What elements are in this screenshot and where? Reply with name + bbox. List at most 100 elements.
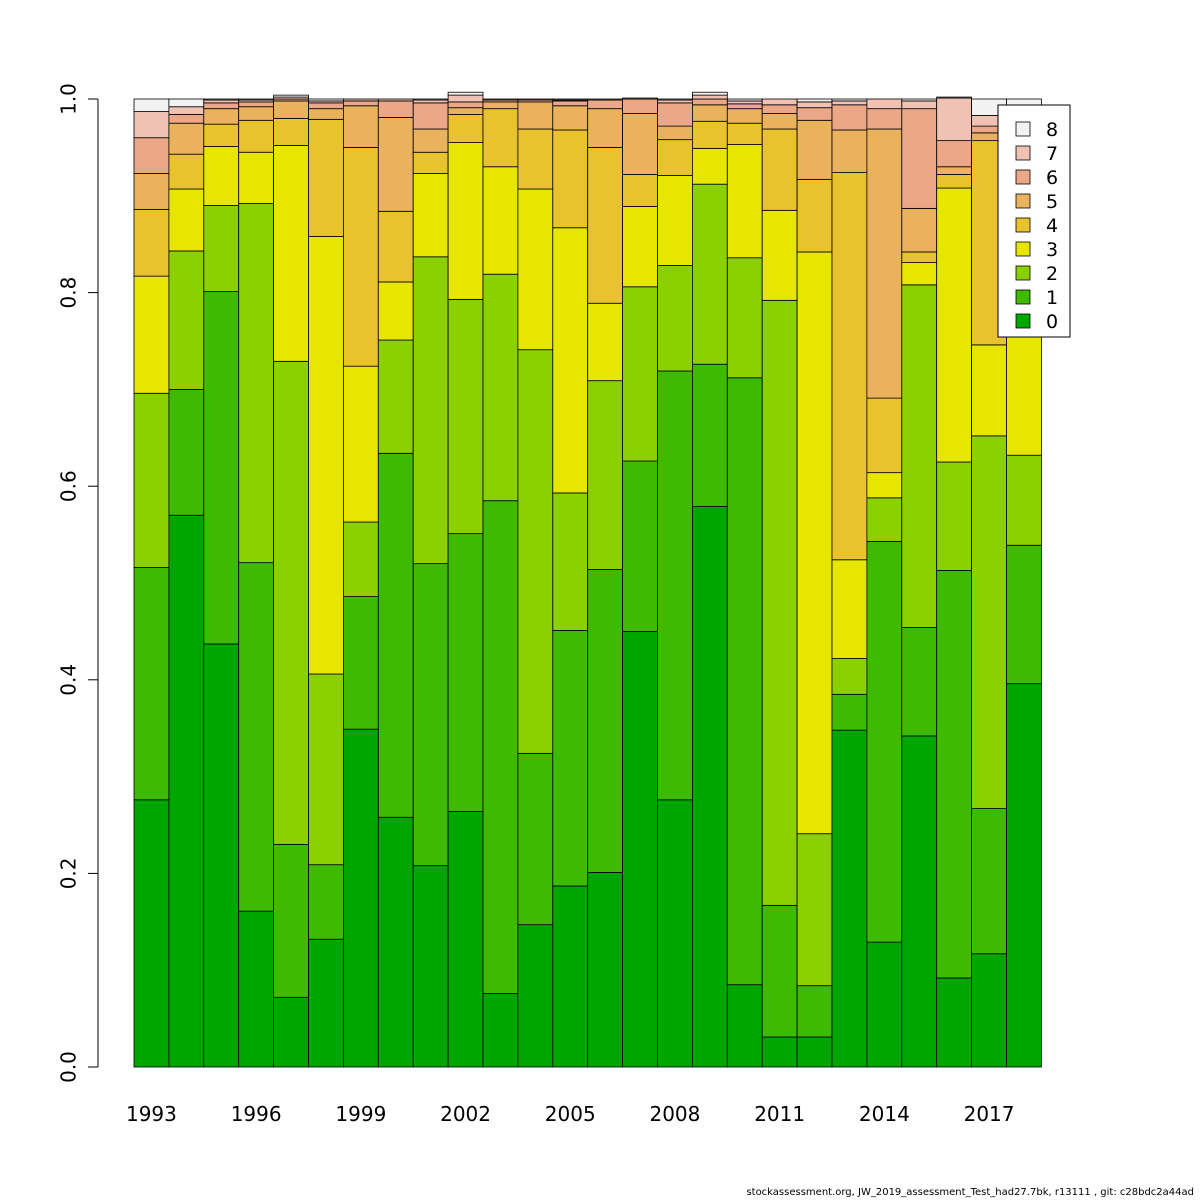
bar-segment-2015-age-1 xyxy=(901,627,938,737)
y-tick-label-1.0: 1.0 xyxy=(57,83,81,115)
bar-segment-2013-age-8 xyxy=(831,98,868,102)
bar-segment-1998-age-3 xyxy=(308,236,344,675)
bar-segment-2008-age-4 xyxy=(657,139,693,176)
bar-segment-1996-age-4 xyxy=(238,119,274,153)
bar-segment-2011-age-2 xyxy=(761,299,798,906)
bar-segment-2002-age-0 xyxy=(447,811,484,1068)
bar-segment-1998-age-0 xyxy=(308,938,344,1068)
bar-segment-2001-age-2 xyxy=(412,256,449,565)
bar-segment-2003-age-5 xyxy=(482,101,519,110)
bar-segment-2014-age-2 xyxy=(866,497,903,542)
bar-segment-2001-age-6 xyxy=(412,102,449,130)
bar-segment-2000-age-1 xyxy=(377,452,414,818)
bar-segment-1994-age-2 xyxy=(168,250,205,390)
bar-segment-1999-age-5 xyxy=(342,105,379,148)
bar-segment-2011-age-6 xyxy=(761,104,798,114)
bar-segment-2005-age-5 xyxy=(552,105,589,131)
bar-segment-2016-age-2 xyxy=(936,461,973,571)
bar-segment-2011-age-3 xyxy=(761,209,798,301)
bar-segment-2012-age-4 xyxy=(796,178,833,253)
legend-label-7: 7 xyxy=(1046,143,1058,165)
bar-segment-1993-age-6 xyxy=(133,137,170,174)
bar-segment-2012-age-6 xyxy=(796,107,833,121)
bar-segment-2005-age-1 xyxy=(552,630,589,887)
bar-segment-1995-age-8 xyxy=(203,98,240,101)
bar-segment-1996-age-8 xyxy=(238,98,274,101)
bar-segment-2003-age-1 xyxy=(482,500,519,994)
bar-segment-2000-age-0 xyxy=(377,816,414,1068)
legend-label-6: 6 xyxy=(1046,167,1058,189)
bar-segment-2014-age-4 xyxy=(866,397,903,474)
bar-segment-1998-age-4 xyxy=(308,118,344,237)
bar-segment-2015-age-7 xyxy=(901,100,938,110)
bar-segment-1993-age-8 xyxy=(133,98,170,112)
bar-segment-2012-age-0 xyxy=(796,1036,833,1068)
bar-segment-2016-age-1 xyxy=(936,570,973,979)
bar-segment-2009-age-4 xyxy=(692,120,728,149)
bar-segment-2008-age-8 xyxy=(657,98,693,101)
legend-swatch-4 xyxy=(1015,217,1031,233)
bar-segment-2014-age-3 xyxy=(866,472,903,499)
bar-segment-2010-age-4 xyxy=(726,122,763,145)
bar-segment-1997-age-1 xyxy=(273,843,309,998)
bar-segment-1999-age-1 xyxy=(342,596,379,730)
y-tick-label-0.6: 0.6 xyxy=(57,470,81,502)
bar-segment-1993-age-4 xyxy=(133,208,170,277)
legend-label-4: 4 xyxy=(1046,215,1058,237)
bar-segment-2003-age-0 xyxy=(482,993,519,1068)
bar-segment-2006-age-1 xyxy=(587,569,624,873)
bar-segment-2007-age-0 xyxy=(622,631,658,1068)
bar-segment-2015-age-2 xyxy=(901,284,938,628)
legend-label-1: 1 xyxy=(1046,287,1058,309)
bar-segment-2006-age-7 xyxy=(587,98,624,101)
bar-segment-1999-age-7 xyxy=(342,98,379,102)
bar-segment-2010-age-8 xyxy=(726,98,763,102)
y-tick-label-0.0: 0.0 xyxy=(57,1051,81,1083)
bar-segment-2001-age-1 xyxy=(412,563,449,867)
x-tick-label-2002: 2002 xyxy=(440,1102,491,1126)
legend-swatch-5 xyxy=(1015,193,1031,209)
y-tick-label-0.8: 0.8 xyxy=(57,277,81,309)
bar-segment-1997-age-8 xyxy=(273,94,309,98)
bar-segment-2015-age-5 xyxy=(901,207,938,253)
bars-group xyxy=(133,91,1042,1068)
bar-segment-2004-age-3 xyxy=(517,188,554,351)
bar-segment-2001-age-7 xyxy=(412,99,449,104)
bar-segment-1994-age-3 xyxy=(168,188,205,252)
x-tick-label-1996: 1996 xyxy=(231,1102,282,1126)
bar-segment-2013-age-1 xyxy=(831,693,868,731)
bar-segment-1999-age-6 xyxy=(342,100,379,107)
bar-segment-2007-age-3 xyxy=(622,206,658,288)
bar-segment-2012-age-3 xyxy=(796,251,833,835)
bar-segment-1998-age-1 xyxy=(308,864,344,940)
bar-segment-1996-age-3 xyxy=(238,151,274,204)
bar-segment-1995-age-1 xyxy=(203,291,240,645)
legend-box xyxy=(997,104,1071,338)
bar-segment-1994-age-4 xyxy=(168,153,205,190)
bar-segment-2011-age-1 xyxy=(761,904,798,1038)
bar-segment-2010-age-2 xyxy=(726,257,763,379)
bar-segment-1998-age-2 xyxy=(308,673,344,866)
bar-segment-2006-age-4 xyxy=(587,146,624,304)
bar-segment-2001-age-5 xyxy=(412,128,449,153)
bar-segment-1995-age-3 xyxy=(203,146,240,206)
bar-segment-2012-age-2 xyxy=(796,833,833,987)
bar-segment-1995-age-2 xyxy=(203,205,240,293)
bar-segment-2005-age-0 xyxy=(552,885,589,1068)
bar-segment-2009-age-7 xyxy=(692,94,728,100)
bar-segment-2017-age-0 xyxy=(971,953,1007,1068)
bar-segment-2013-age-4 xyxy=(831,172,868,561)
bar-segment-2013-age-0 xyxy=(831,729,868,1068)
bar-segment-2005-age-6 xyxy=(552,100,589,107)
bar-segment-2000-age-3 xyxy=(377,281,414,341)
bar-segment-2005-age-2 xyxy=(552,492,589,631)
legend-label-0: 0 xyxy=(1046,311,1058,333)
legend-label-5: 5 xyxy=(1046,191,1058,213)
bar-segment-1995-age-5 xyxy=(203,108,240,125)
bar-segment-2006-age-3 xyxy=(587,302,624,382)
legend-swatch-7 xyxy=(1015,145,1031,161)
bar-segment-1995-age-7 xyxy=(203,99,240,104)
bar-segment-2002-age-8 xyxy=(447,91,484,96)
bar-segment-1999-age-0 xyxy=(342,728,379,1068)
